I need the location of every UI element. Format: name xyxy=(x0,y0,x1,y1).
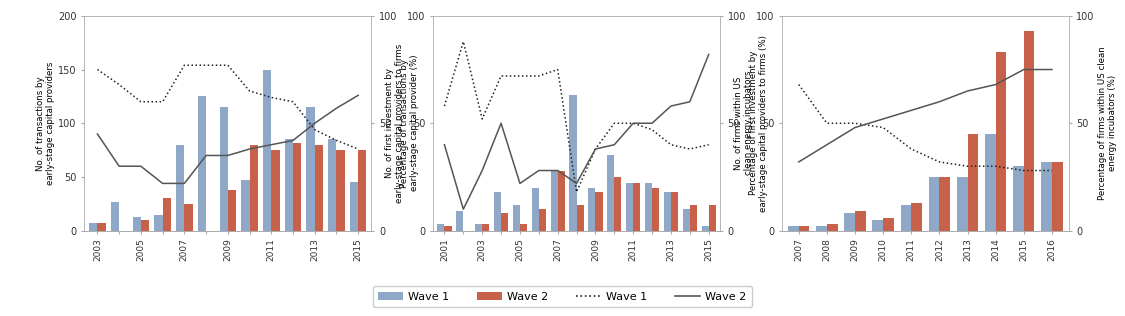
Bar xyxy=(177,145,184,231)
Bar xyxy=(550,171,558,231)
Bar xyxy=(475,224,483,231)
Bar xyxy=(855,211,866,231)
Bar xyxy=(1014,166,1024,231)
Bar xyxy=(285,139,292,231)
Bar xyxy=(577,205,584,231)
Bar xyxy=(456,211,464,231)
Bar xyxy=(1052,162,1062,231)
Bar xyxy=(219,107,227,231)
Bar xyxy=(614,177,621,231)
Bar xyxy=(633,183,640,231)
Bar xyxy=(89,223,98,231)
Bar xyxy=(789,226,799,231)
Bar xyxy=(911,203,922,231)
Bar xyxy=(315,145,323,231)
Bar xyxy=(558,171,565,231)
Bar xyxy=(986,134,996,231)
Bar xyxy=(438,224,444,231)
Bar xyxy=(501,214,508,231)
Bar xyxy=(690,205,698,231)
Bar xyxy=(227,190,236,231)
Bar xyxy=(683,209,690,231)
Y-axis label: No. of firms within US
clean energy incubators: No. of firms within US clean energy incu… xyxy=(734,71,753,175)
Bar xyxy=(350,182,358,231)
Legend: Wave 1, Wave 2, Wave 1, Wave 2: Wave 1, Wave 2, Wave 1, Wave 2 xyxy=(372,286,753,307)
Y-axis label: No. of transactions by
early-stage capital providers: No. of transactions by early-stage capit… xyxy=(36,62,55,185)
Bar xyxy=(645,183,652,231)
Bar xyxy=(539,209,546,231)
Bar xyxy=(358,150,367,231)
Bar xyxy=(336,150,344,231)
Y-axis label: No. of first investment by
early-stage capital providers to firms: No. of first investment by early-stage c… xyxy=(385,44,404,203)
Bar xyxy=(250,145,258,231)
Bar xyxy=(306,107,315,231)
Bar xyxy=(133,217,141,231)
Bar xyxy=(968,134,979,231)
Bar xyxy=(626,183,633,231)
Bar xyxy=(799,226,810,231)
Bar xyxy=(996,52,1007,231)
Bar xyxy=(588,188,595,231)
Bar xyxy=(817,226,827,231)
Bar xyxy=(494,192,501,231)
Bar xyxy=(569,95,577,231)
Bar xyxy=(670,192,678,231)
Bar xyxy=(595,192,603,231)
Bar xyxy=(483,224,489,231)
Bar xyxy=(98,223,106,231)
Bar xyxy=(271,150,279,231)
Bar xyxy=(520,224,528,231)
Bar xyxy=(608,155,614,231)
Y-axis label: Percentage of first investment by
early-stage capital providers to firms (%): Percentage of first investment by early-… xyxy=(749,35,768,212)
Y-axis label: Percentage of firms within US clean
energy incubators (%): Percentage of firms within US clean ener… xyxy=(1098,46,1117,200)
Bar xyxy=(702,226,709,231)
Bar xyxy=(883,218,894,231)
Bar xyxy=(664,192,670,231)
Bar xyxy=(292,143,302,231)
Bar xyxy=(532,188,539,231)
Bar xyxy=(111,202,119,231)
Bar xyxy=(827,224,838,231)
Bar xyxy=(263,70,271,231)
Bar xyxy=(513,205,520,231)
Bar xyxy=(1024,31,1035,231)
Bar xyxy=(845,214,855,231)
Y-axis label: Percentage of transactions by
early-stage capital provider (%): Percentage of transactions by early-stag… xyxy=(400,55,420,191)
Bar xyxy=(184,204,192,231)
Bar xyxy=(956,177,968,231)
Bar xyxy=(444,226,451,231)
Bar xyxy=(154,215,163,231)
Bar xyxy=(241,180,250,231)
Bar xyxy=(901,205,911,231)
Bar xyxy=(652,188,659,231)
Bar xyxy=(939,177,951,231)
Bar xyxy=(163,198,171,231)
Bar xyxy=(328,139,336,231)
Bar xyxy=(1042,162,1052,231)
Bar xyxy=(709,205,716,231)
Bar xyxy=(141,220,150,231)
Bar xyxy=(873,220,883,231)
Bar xyxy=(198,96,206,231)
Bar xyxy=(929,177,939,231)
